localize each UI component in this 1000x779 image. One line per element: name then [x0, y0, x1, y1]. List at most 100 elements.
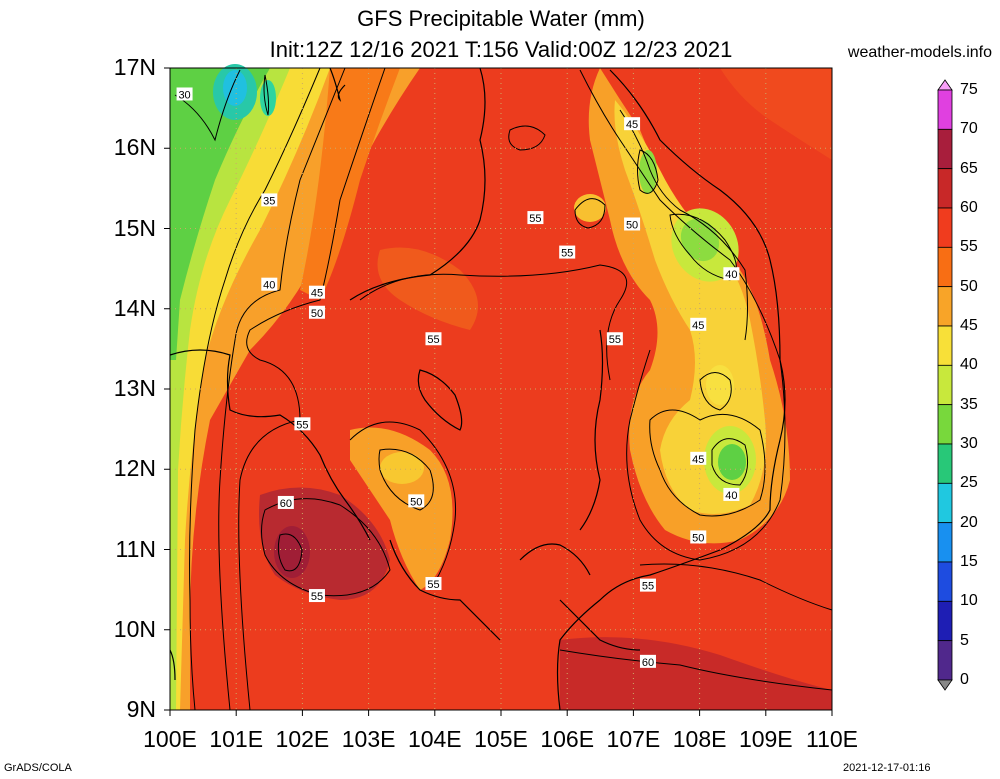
svg-text:60: 60: [280, 498, 292, 510]
lon-label: 109E: [738, 726, 793, 752]
lon-label: 101E: [209, 726, 264, 752]
svg-text:45: 45: [311, 288, 323, 300]
contour-label: 55: [308, 589, 325, 603]
lon-label: 105E: [474, 726, 528, 752]
colorbar-label: 45: [960, 317, 978, 334]
contour-label: 50: [624, 217, 641, 231]
lat-label: 17N: [113, 54, 156, 80]
colorbar-swatch: [937, 246, 953, 288]
contour-lines: [174, 67, 833, 711]
svg-text:40: 40: [263, 280, 275, 292]
svg-text:40: 40: [725, 269, 737, 281]
svg-text:55: 55: [427, 579, 439, 591]
lat-label: 10N: [113, 615, 156, 642]
svg-text:50: 50: [692, 532, 704, 544]
colorbar-label: 35: [960, 395, 978, 413]
lon-label: 108E: [672, 726, 727, 752]
svg-text:55: 55: [642, 581, 654, 593]
svg-text:60: 60: [642, 657, 654, 669]
colorbar-min-arrow: [937, 679, 953, 691]
lon-label: 110E: [805, 726, 858, 752]
colorbar-swatch: [937, 89, 953, 130]
lon-label: 107E: [606, 726, 661, 752]
colorbar-label: 75: [960, 81, 978, 98]
contour-label: 55: [559, 245, 576, 260]
footer-timestamp: 2021-12-17-01:16: [843, 762, 931, 774]
svg-text:45: 45: [692, 320, 704, 332]
lat-label: 12N: [113, 455, 156, 482]
colorbar-label: 5: [960, 631, 969, 649]
contour-labels: 30 35 40 45 50 55 55 55 55 45 50 40 45 45 40 50 55 60 55 60…: [176, 87, 740, 669]
axis-ticks: [164, 67, 833, 716]
svg-text:50: 50: [311, 308, 323, 320]
lon-label: 102E: [275, 726, 330, 752]
color-scale-bar: [937, 79, 953, 691]
contour-label: 45: [690, 451, 707, 466]
colorbar-label: 30: [960, 435, 978, 452]
colorbar-label: 55: [960, 238, 978, 256]
contour-label: 45: [690, 317, 707, 332]
colorbar-label: 15: [960, 553, 978, 570]
contour-label: 30: [176, 87, 193, 101]
colorbar-max-arrow: [937, 79, 953, 91]
lon-label: 106E: [540, 726, 595, 752]
contour-label: 45: [308, 285, 325, 300]
contour-label: 60: [639, 654, 656, 669]
site-credit: weather-models.info: [847, 44, 992, 61]
lat-label: 14N: [113, 294, 156, 321]
colorbar-swatch: [937, 522, 953, 563]
lon-label: 103E: [341, 726, 396, 752]
colorbar-label: 40: [960, 356, 978, 374]
lat-label: 11N: [115, 535, 157, 562]
contour-label: 60: [277, 495, 294, 510]
colorbar-swatch: [937, 325, 953, 366]
contour-label: 45: [624, 117, 641, 131]
colorbar-label: 25: [960, 474, 978, 492]
colorbar-swatch: [937, 207, 953, 248]
contour-label: 55: [425, 577, 442, 591]
lat-lon-grid: [170, 68, 832, 710]
svg-text:35: 35: [263, 195, 275, 207]
svg-text:55: 55: [609, 334, 621, 346]
map-subtitle: Init:12Z 12/16 2021 T:156 Valid:00Z 12/2…: [269, 37, 733, 62]
colorbar-label: 65: [960, 159, 978, 177]
colorbar-swatch: [937, 482, 953, 524]
svg-text:55: 55: [561, 248, 573, 260]
svg-text:45: 45: [692, 454, 704, 466]
lon-label: 100E: [143, 726, 197, 752]
colorbar-label: 0: [960, 671, 969, 688]
contour-label: 40: [723, 487, 740, 502]
colorbar-swatch: [937, 404, 953, 445]
contour-label: 55: [527, 211, 544, 225]
contour-label: 50: [308, 305, 325, 320]
contour-label: 55: [606, 332, 623, 346]
coastline-borders: [169, 67, 786, 711]
footer-software: GrADS/COLA: [4, 762, 72, 774]
contour-label: 35: [261, 193, 278, 207]
svg-text:30: 30: [178, 89, 190, 101]
lat-label: 15N: [113, 214, 156, 241]
colorbar-label: 20: [960, 513, 978, 531]
lat-label: 13N: [113, 375, 156, 401]
colorbar-swatch: [937, 600, 953, 642]
svg-text:55: 55: [529, 213, 541, 225]
colorbar-swatch: [937, 443, 953, 484]
svg-text:40: 40: [725, 490, 737, 502]
lat-label: 9N: [126, 696, 156, 722]
colorbar-label: 70: [960, 120, 978, 138]
colorbar-swatch: [937, 640, 953, 681]
svg-text:45: 45: [626, 119, 638, 131]
colorbar-label: 50: [960, 277, 978, 295]
lon-label: 104E: [407, 726, 462, 752]
contour-label: 50: [690, 530, 707, 544]
contour-label: 55: [425, 332, 442, 346]
svg-text:55: 55: [427, 334, 439, 346]
colorbar-swatch: [937, 128, 953, 170]
colorbar-swatch: [937, 364, 953, 406]
colorbar-label: 10: [960, 592, 978, 610]
colorbar-label: 60: [960, 199, 978, 216]
svg-text:50: 50: [626, 219, 638, 231]
contour-label: 40: [261, 277, 278, 292]
colorbar-swatch: [937, 286, 953, 327]
